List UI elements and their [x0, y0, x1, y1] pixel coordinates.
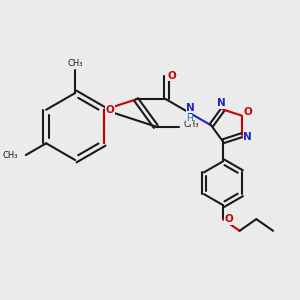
Text: CH₃: CH₃	[68, 59, 83, 68]
Text: N: N	[217, 98, 226, 108]
Text: O: O	[168, 71, 177, 81]
Text: O: O	[243, 107, 252, 117]
Text: H: H	[186, 114, 193, 123]
Text: O: O	[224, 214, 233, 224]
Text: CH₃: CH₃	[3, 151, 19, 160]
Text: CH₃: CH₃	[183, 120, 199, 129]
Text: N: N	[186, 103, 195, 113]
Text: N: N	[243, 132, 252, 142]
Text: O: O	[106, 105, 115, 115]
